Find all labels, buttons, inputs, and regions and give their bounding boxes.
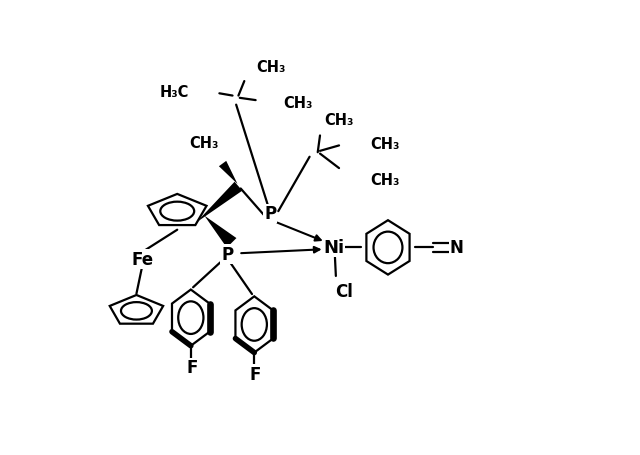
Polygon shape (109, 295, 163, 324)
Text: Fe: Fe (131, 250, 154, 268)
Text: P: P (221, 246, 233, 263)
Text: Cl: Cl (335, 283, 353, 301)
Polygon shape (219, 162, 237, 185)
Text: CH₃: CH₃ (189, 136, 219, 151)
Text: CH₃: CH₃ (324, 112, 354, 127)
Polygon shape (236, 297, 273, 353)
Text: H₃C: H₃C (160, 85, 189, 100)
Polygon shape (148, 194, 207, 226)
Polygon shape (196, 182, 243, 223)
Text: P: P (264, 205, 276, 223)
Text: CH₃: CH₃ (257, 60, 286, 75)
Text: F: F (250, 365, 261, 384)
Text: F: F (186, 359, 197, 377)
Polygon shape (366, 221, 410, 275)
Text: N: N (450, 239, 464, 257)
Text: CH₃: CH₃ (370, 136, 399, 152)
Text: CH₃: CH₃ (370, 172, 399, 187)
Polygon shape (172, 290, 210, 346)
Polygon shape (204, 216, 236, 248)
Text: Ni: Ni (323, 239, 344, 257)
Text: CH₃: CH₃ (284, 96, 313, 111)
